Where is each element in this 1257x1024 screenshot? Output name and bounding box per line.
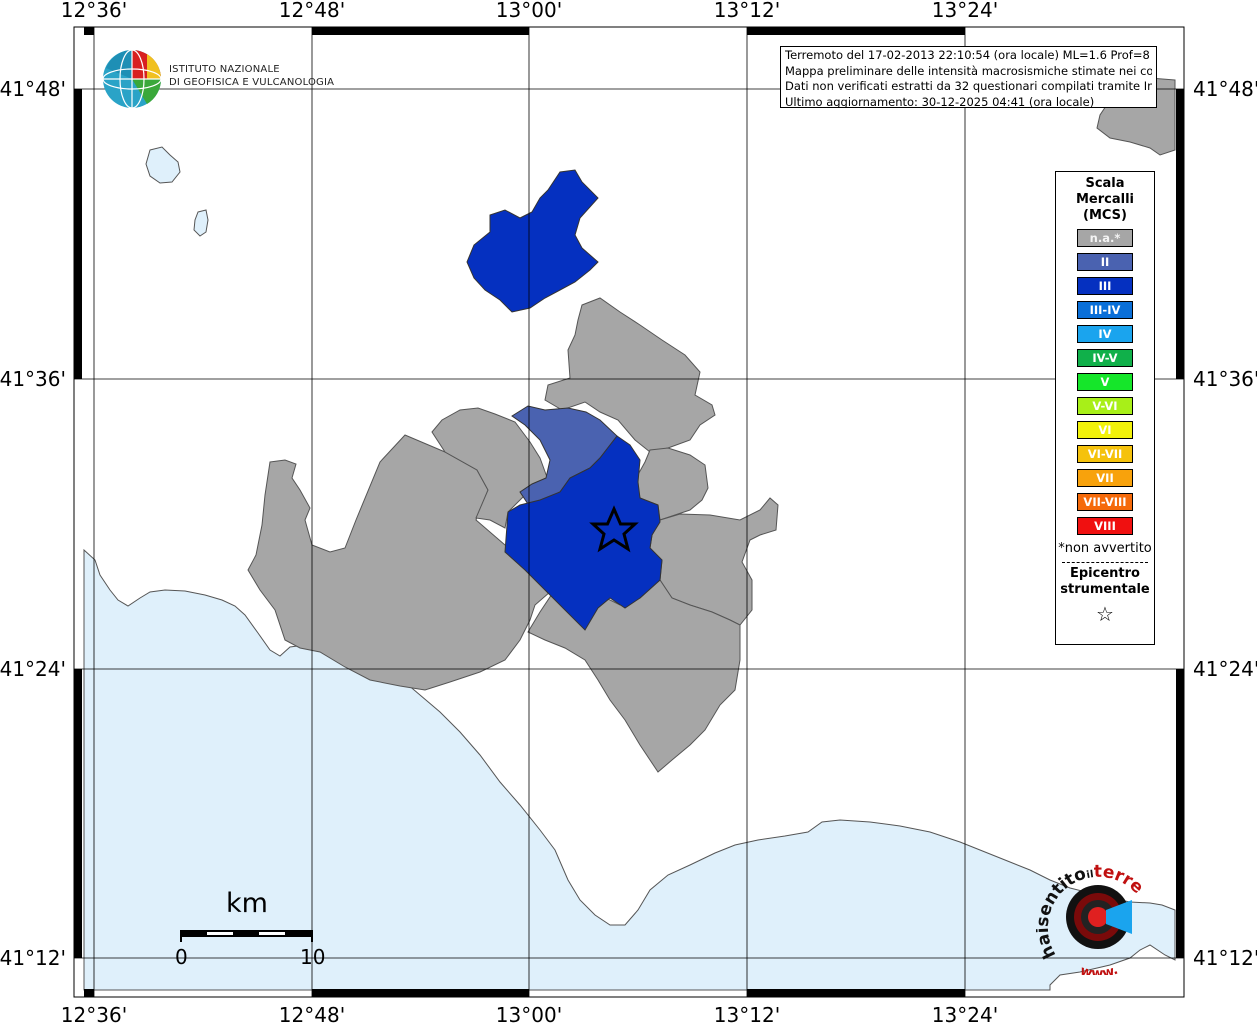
mcs-legend: Scala Mercalli (MCS) n.a.* II III III-IV IV I…: [1055, 171, 1155, 645]
svg-text:www.: www.: [1078, 963, 1120, 975]
legend-item: VI-VII: [1077, 445, 1133, 463]
tick-label-right: 41°12': [1193, 946, 1257, 970]
ingv-name: ISTITUTO NAZIONALE DI GEOFISICA E VULCAN…: [169, 63, 334, 89]
legend-item: II: [1077, 253, 1133, 271]
graticule: [74, 27, 1184, 997]
legend-epicenter-line: strumentale: [1060, 582, 1150, 597]
tick-labels-bottom: 12°36' 12°48' 13°00' 13°12' 13°24': [61, 1003, 998, 1024]
tick-label-top: 13°24': [932, 0, 998, 22]
haisentito-logo: haisentitoilterremoto.it www.: [1036, 860, 1147, 975]
tick-label-right: 41°24': [1193, 657, 1257, 681]
legend-item: V: [1077, 373, 1133, 391]
tick-label-bottom: 13°24': [932, 1003, 998, 1024]
municipality-na: [247, 434, 559, 691]
tick-label-left: 41°36': [0, 367, 66, 391]
municipality-iii: [504, 435, 663, 631]
map-frame: [73, 26, 1185, 998]
event-info-line: Ultimo aggiornamento: 30-12-2025 04:41 (…: [785, 94, 1095, 108]
legend-title-line: Scala: [1085, 176, 1125, 191]
legend-item: VII: [1077, 469, 1133, 487]
legend-item: V-VI: [1077, 397, 1133, 415]
legend-title-line: (MCS): [1083, 208, 1127, 223]
legend-title-line: Mercalli: [1075, 192, 1134, 207]
tick-label-top: 13°00': [496, 0, 562, 22]
legend-item: IV: [1077, 325, 1133, 343]
event-info-line: Dati non verificati estratti da 32 quest…: [785, 79, 1152, 94]
tick-label-left: 41°12': [0, 946, 66, 970]
scale-max-label: 10: [300, 945, 326, 969]
globe-icon: [102, 49, 162, 109]
event-info-line: Mappa preliminare delle intensità macros…: [785, 63, 1152, 78]
tick-label-right: 41°48': [1193, 77, 1257, 101]
legend-item: VI: [1077, 421, 1133, 439]
epicenter-star-icon: [589, 505, 639, 553]
tick-labels-left: 41°48' 41°36' 41°24' 41°12': [0, 77, 66, 970]
target-icon: [1066, 885, 1132, 949]
tick-label-top: 12°48': [279, 0, 345, 22]
island-small: [193, 209, 209, 237]
legend-item: III-IV: [1077, 301, 1133, 319]
tick-label-right: 41°36': [1193, 367, 1257, 391]
legend-item: VIII: [1077, 517, 1133, 535]
legend-star-icon: ☆: [1096, 602, 1114, 626]
tick-label-bottom: 13°12': [714, 1003, 780, 1024]
legend-item: III: [1077, 277, 1133, 295]
legend-item: IV-V: [1077, 349, 1133, 367]
tick-labels-top: 12°36' 12°48' 13°00' 13°12' 13°24': [61, 0, 998, 22]
scale-min-label: 0: [175, 945, 188, 969]
event-info-box: Terremoto del 17-02-2013 22:10:54 (ora l…: [780, 46, 1157, 108]
legend-list: n.a.* II III III-IV IV IV-V V V-VI VI VI-VII VII VI…: [1056, 229, 1154, 535]
tick-label-left: 41°24': [0, 657, 66, 681]
tick-label-bottom: 12°48': [279, 1003, 345, 1024]
legend-epicenter-label: Epicentro strumentale: [1056, 566, 1154, 598]
tick-label-left: 41°48': [0, 77, 66, 101]
tick-label-top: 12°36': [61, 0, 127, 22]
scale-unit-label: km: [226, 888, 268, 919]
legend-item: VII-VIII: [1077, 493, 1133, 511]
tick-label-bottom: 12°36': [61, 1003, 127, 1024]
tick-label-bottom: 13°00': [496, 1003, 562, 1024]
municipality-iii-north: [466, 169, 599, 313]
ingv-logo: [102, 49, 162, 109]
legend-title: Scala Mercalli (MCS): [1056, 176, 1154, 224]
tick-label-top: 13°12': [714, 0, 780, 22]
scale-bar: [180, 930, 313, 942]
ingv-name-line1: ISTITUTO NAZIONALE: [169, 64, 280, 75]
island-large: [145, 146, 181, 184]
haisentito-url-text: www.: [1078, 963, 1120, 975]
event-info-line: Terremoto del 17-02-2013 22:10:54 (ora l…: [785, 48, 1152, 62]
legend-separator: [1062, 562, 1148, 563]
legend-epicenter-line: Epicentro: [1070, 566, 1140, 581]
ingv-name-line2: DI GEOFISICA E VULCANOLOGIA: [169, 77, 335, 88]
tick-labels-right: 41°48' 41°36' 41°24' 41°12': [1193, 77, 1257, 970]
legend-note: *non avvertito: [1058, 541, 1152, 556]
legend-item: n.a.*: [1077, 229, 1133, 247]
